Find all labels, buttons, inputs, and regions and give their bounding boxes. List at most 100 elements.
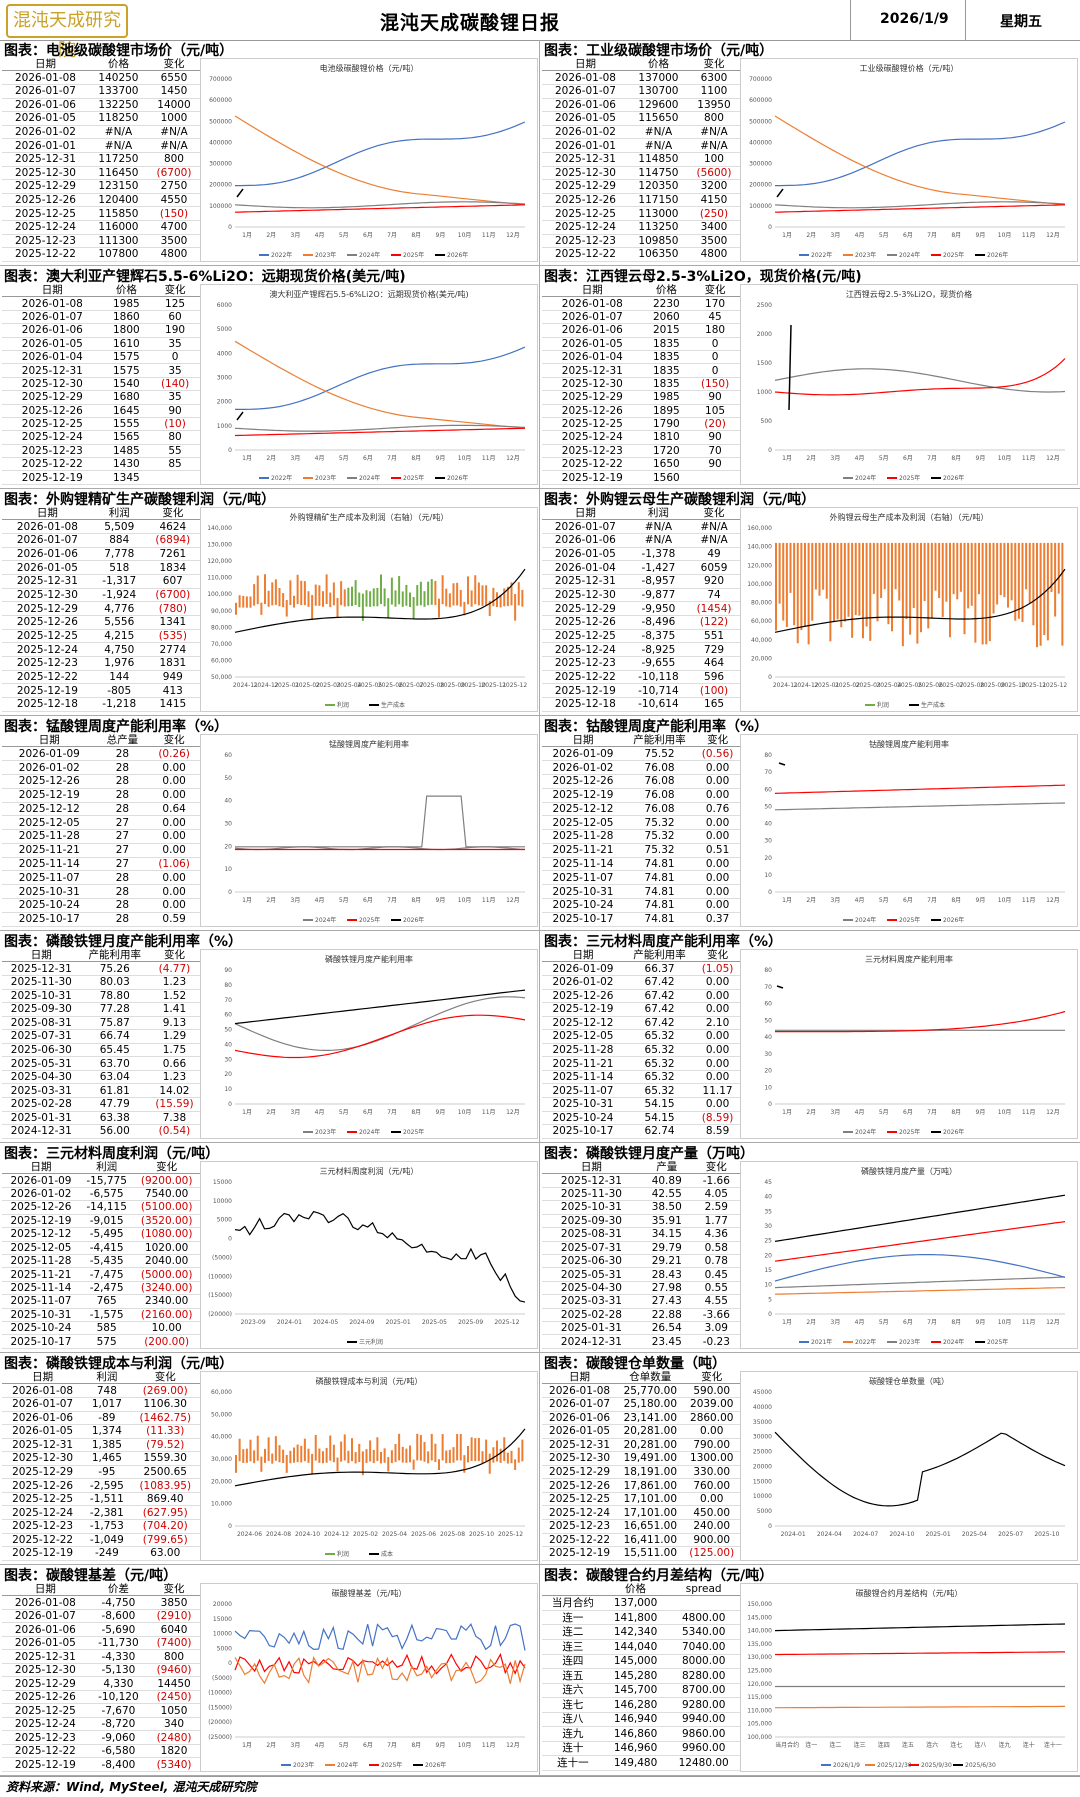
x-tick-label: 2025-05 [897,682,922,689]
profit-bar [383,1448,386,1463]
row-date: 2025-08-31 [2,1016,81,1031]
profit-bar [351,586,353,607]
profit-bar [470,1437,473,1461]
x-tick-label: 2025-02 [295,682,320,689]
row-value: 1575 [102,363,151,378]
row-change: 0.00 [695,870,740,886]
row-value: 7,778 [92,547,146,562]
row-date: 连十 [542,1741,604,1757]
profit-bar [474,575,477,605]
data-table: 日期 产能利用率 变化 2026-01-09 75.52 (0.56) 2026-01-02… [542,734,740,927]
curve-2026-1-9 [774,1623,1066,1632]
x-tick-label: 2025-07 [939,682,964,689]
report-date: 2026/1/9 [880,11,949,27]
row-value: -2,381 [83,1505,131,1520]
y-tick-label: 125,000 [747,1668,772,1675]
profit-bar [390,1450,393,1464]
x-tick-label: 2025-02 [835,682,860,689]
profit-bar [340,581,343,606]
panel-title: 图表：外购锂精矿生产碳酸锂利润（元/吨） [4,492,276,508]
row-date: 2025-12-29 [542,1465,618,1480]
table-row: 2025-12-24 116000 4700 [2,220,200,235]
chart-svg: 外购锂云母生产成本及利润（右轴）（元/吨）160,000140,000120,0… [747,512,1067,709]
x-tick-label: 2025-08 [440,1531,465,1538]
table-row: 2026-01-04 -1,427 6059 [542,560,740,576]
data-table: 日期 价格 变化 2026-01-08 1985 125 2026-01-07 1860 60 2… [2,284,200,485]
profit-bar [858,542,861,616]
x-tick-label: 3月 [831,897,841,904]
row-change: (269.00) [130,1383,200,1398]
legend-label: 2025年 [943,251,964,259]
row-value: 1,465 [83,1451,131,1466]
row-date: 2026-01-06 [2,323,103,338]
row-date: 2026-01-02 [542,975,624,990]
x-tick-label: 9月 [976,1319,986,1326]
y-tick-label: 0 [228,1236,232,1243]
row-change: 4.55 [692,1294,740,1309]
x-tick-label: 5月 [339,455,349,462]
x-tick-label: 6月 [903,1109,913,1116]
table-row: 连七 146,280 9280.00 [542,1697,740,1713]
row-change: 63.00 [130,1546,200,1561]
chart: 磷酸铁锂成本与利润（元/吨） 60,000 50,000 40,000 30,000 20… [200,1371,538,1561]
row-value: -1,317 [92,574,146,589]
report-title: 混沌天成碳酸锂日报 [380,12,561,34]
row-change: 3500 [687,234,740,249]
table-row: 2026-01-01 #N/A #N/A [542,138,740,153]
y-tick-label: 90 [224,967,232,974]
row-change: 0.45 [692,1267,740,1282]
table-row: 2025-12-26 67.42 0.00 [542,989,740,1004]
legend-label: 2024年 [337,1761,358,1769]
legend-label: 2025年 [359,916,380,924]
y-tick-label: 60 [224,752,232,759]
chart-svg: 三元材料周度利润（元/吨）150001000050000(5000)(10000… [208,1166,526,1346]
x-tick-label: 6月 [903,1319,913,1326]
x-tick-label: 8月 [951,1109,961,1116]
row-value: 146,280 [603,1697,668,1713]
y-tick-label: 0 [768,1523,772,1530]
row-value: 47.79 [80,1097,149,1112]
row-value: 118250 [88,111,148,126]
row-value: 76.08 [623,760,696,775]
x-tick-label: 8月 [951,232,961,239]
y-tick-label: 120,000 [207,558,232,565]
row-change: 0.00 [695,975,740,990]
x-tick-label: 2024-08 [266,1531,291,1538]
row-value: 1430 [102,457,151,472]
y-tick-label: (10000) [208,1273,232,1280]
table-row: 2025-10-31 38.50 2.59 [542,1200,740,1215]
profit-bar [517,1447,520,1463]
table-row: 2025-12-24 1565 80 [2,430,200,445]
x-tick-label: 11月 [1022,897,1036,904]
row-value: -1,218 [92,697,146,712]
column-header: 变化 [683,1371,740,1385]
table-row: 2025-12-30 116450 (6700) [2,166,200,181]
table-row: 2025-11-30 42.55 4.05 [542,1187,740,1202]
row-date: 2025-12-30 [542,377,643,392]
x-tick-label: 4月 [855,232,865,239]
legend-label: 2024年 [855,474,876,482]
profit-bar [329,1435,332,1461]
profit-bar [999,542,1002,596]
row-date: 2025-06-30 [542,1254,641,1269]
row-value: -9,877 [628,588,689,603]
row-change: 105 [690,404,740,418]
profit-bar [278,588,281,607]
chart: 碳酸锂基差（元/吨） 20000 15000 10000 5000 0 (5000) (100… [200,1583,538,1772]
row-value: -9,950 [628,601,689,616]
x-tick-label: 2025-11 [481,682,506,689]
profit-bar [901,542,904,647]
chart-title: 工业级碳酸锂价格（元/吨） [860,63,959,73]
profit-bar [245,596,248,608]
x-tick-label: 5月 [339,232,349,239]
x-tick-label: 8月 [411,1742,421,1749]
profit-bar [481,1451,484,1464]
x-tick-label: 4月 [855,1109,865,1116]
row-value: 74.81 [623,898,696,913]
table-row: 2025-12-23 111300 3500 [2,234,200,249]
chart: 锰酸锂周度产能利用率 60 50 40 30 20 10 0 1月 2月 3月 4月 5月 6月 7月 8月 9… [200,734,538,927]
row-change: 55 [150,444,200,459]
profit-bar [318,1448,321,1463]
row-date: 2026-01-06 [542,533,629,548]
x-tick-label: 2025-09 [980,682,1005,689]
